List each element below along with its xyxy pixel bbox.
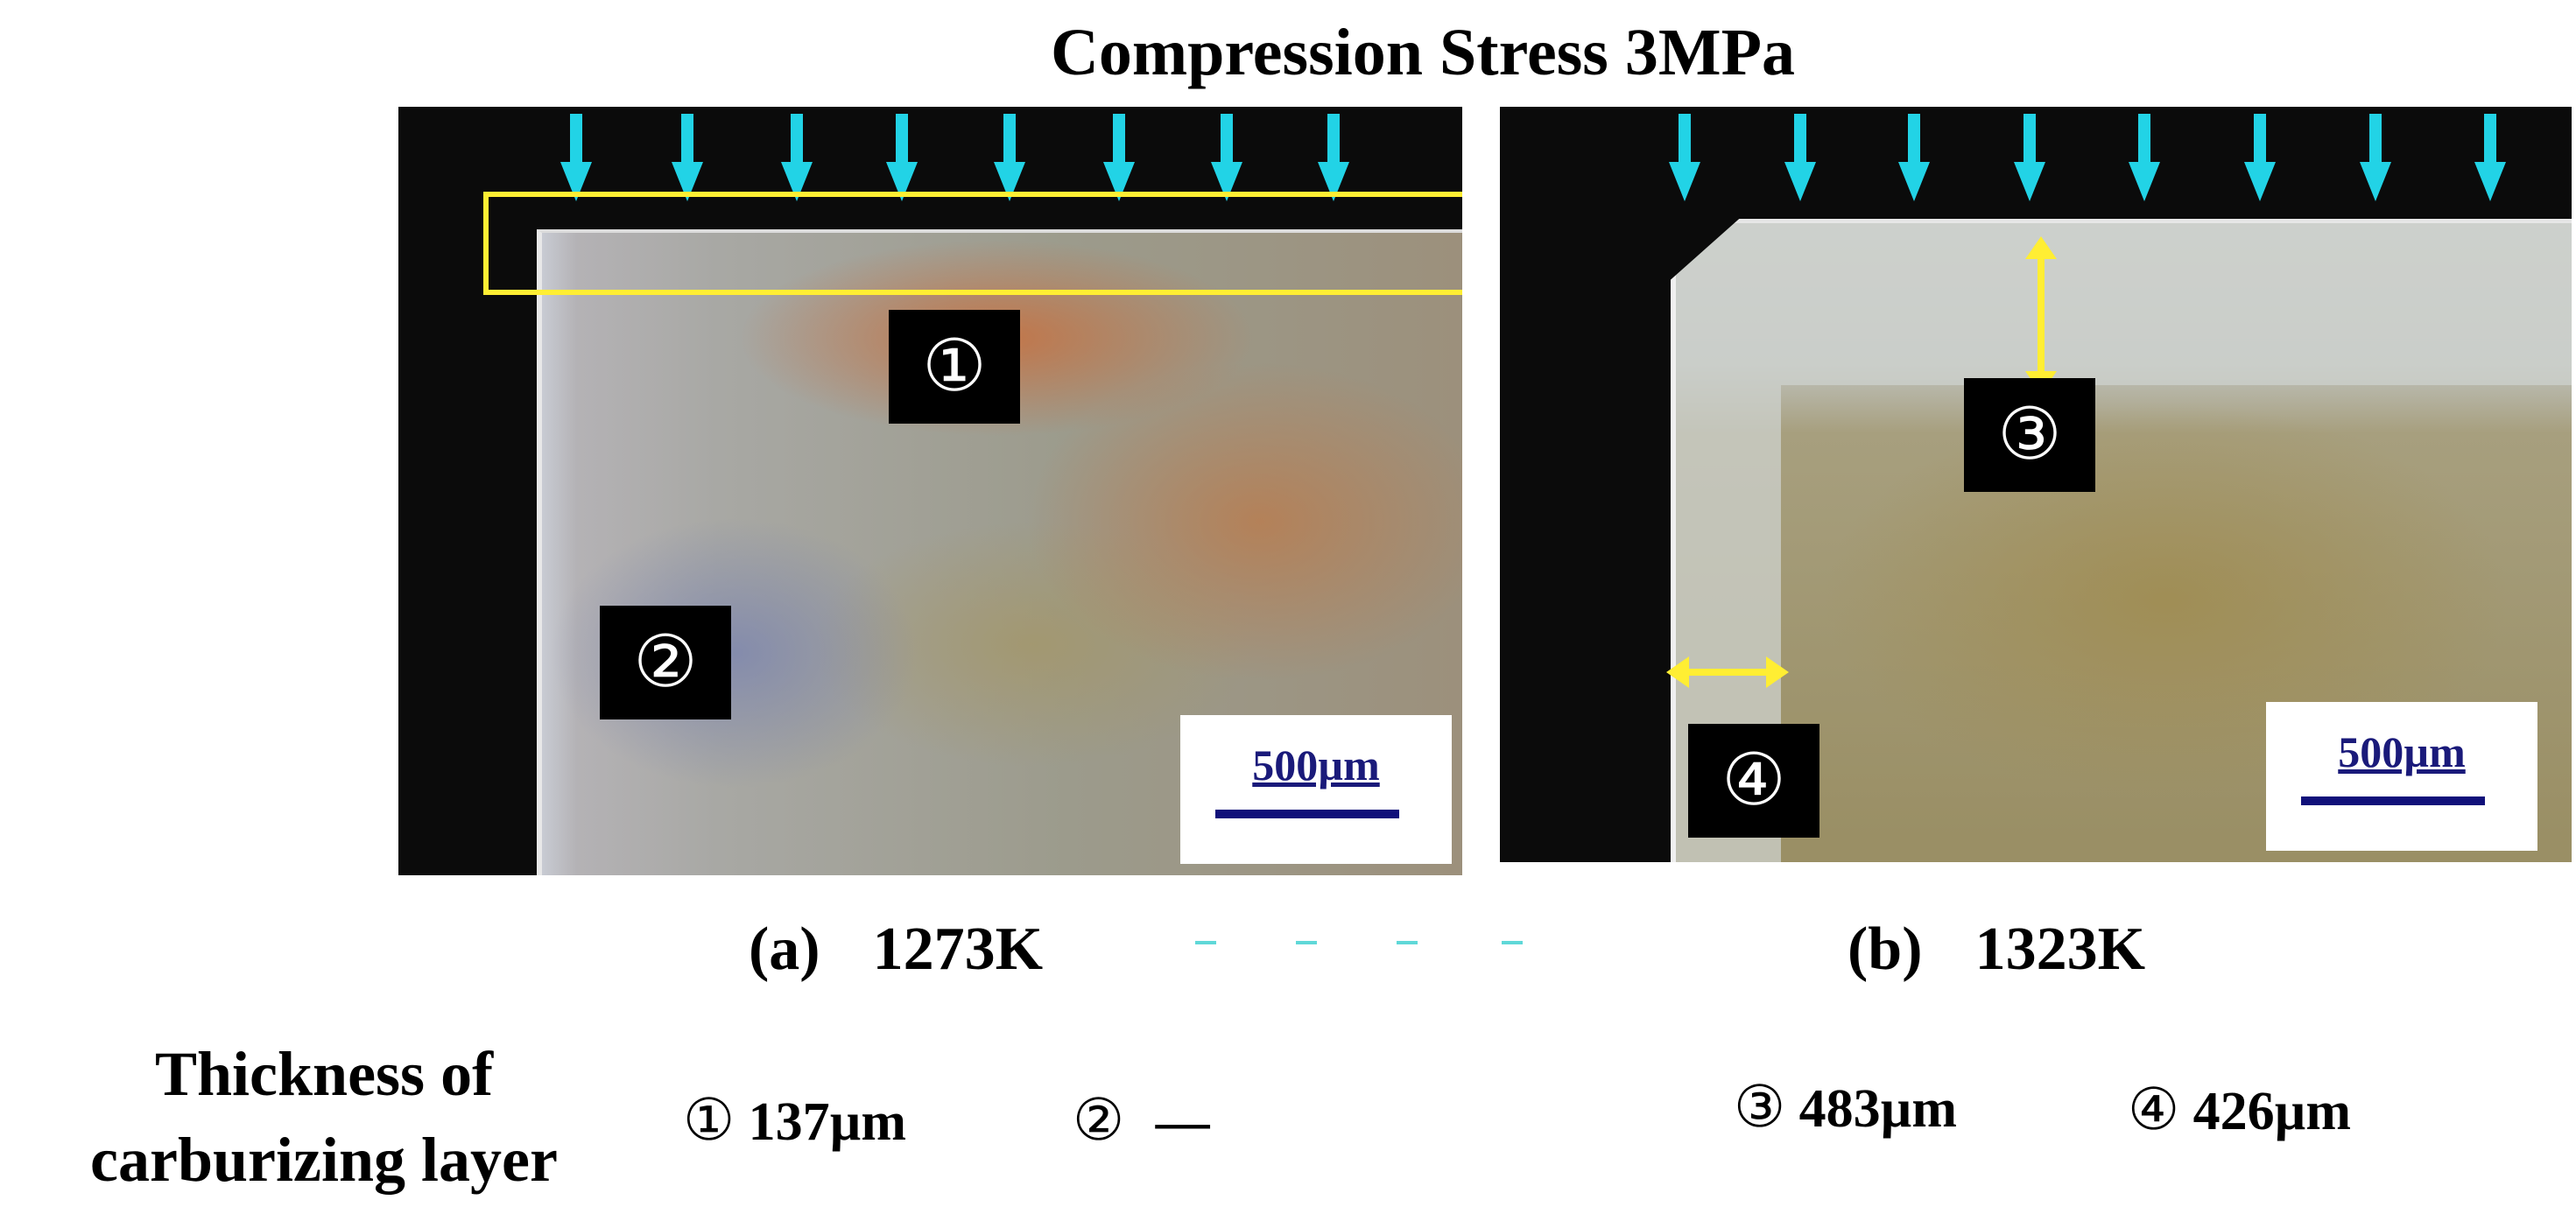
thickness-item-2: ② — bbox=[1073, 1085, 1210, 1157]
compression-arrow-icon bbox=[560, 114, 592, 206]
scale-bar-line bbox=[1215, 810, 1399, 818]
region-marker-3: ③ bbox=[1964, 378, 2095, 492]
marker-4-label: ④ bbox=[2128, 1076, 2180, 1143]
panel-a-temperature: 1273K bbox=[872, 916, 1044, 983]
panel-b-letter: (b) bbox=[1848, 916, 1923, 983]
panel-b-temperature: 1323K bbox=[1974, 916, 2146, 983]
scale-bar-label: 500µm bbox=[1252, 740, 1380, 789]
micrograph-panel-a: ① ② 500µm bbox=[398, 107, 1462, 875]
compression-arrow-icon bbox=[1898, 114, 1930, 206]
compression-arrow-icon bbox=[2014, 114, 2045, 206]
thickness-row-label: Thickness of carburizing layer bbox=[53, 1031, 595, 1203]
compression-arrow-icon bbox=[2360, 114, 2391, 206]
thickness-item-3: ③ 483µm bbox=[1734, 1072, 1957, 1144]
region-marker-2: ② bbox=[600, 606, 731, 719]
marker-3-label: ③ bbox=[1734, 1073, 1786, 1140]
figure-title: Compression Stress 3MPa bbox=[1050, 16, 1796, 89]
compression-arrow-icon bbox=[2244, 114, 2276, 206]
chamfer-corner bbox=[1666, 214, 1745, 284]
compression-arrow-icon bbox=[994, 114, 1025, 206]
dash-artifact bbox=[1397, 941, 1418, 944]
thickness-label-line1: Thickness of bbox=[154, 1039, 494, 1109]
specimen-cross-section-b bbox=[1671, 219, 2572, 862]
compression-arrow-icon bbox=[1669, 114, 1700, 206]
panel-a-caption: (a) 1273K bbox=[749, 910, 1043, 989]
compression-arrow-icon bbox=[1784, 114, 1816, 206]
thickness-arrow-horizontal-icon bbox=[1666, 655, 1789, 690]
compression-arrow-icon bbox=[672, 114, 703, 206]
marker-2-label: ② bbox=[1073, 1086, 1125, 1154]
panel-b-caption: (b) 1323K bbox=[1848, 910, 2145, 989]
scale-bar-line bbox=[2301, 796, 2485, 805]
compression-arrow-icon bbox=[886, 114, 918, 206]
scale-bar-a: 500µm bbox=[1180, 715, 1452, 864]
thickness-value-2: — bbox=[1155, 1092, 1210, 1152]
marker-1-label: ① bbox=[683, 1086, 735, 1154]
compression-arrow-icon bbox=[1318, 114, 1349, 206]
thickness-item-4: ④ 426µm bbox=[2128, 1075, 2351, 1147]
scale-bar-label: 500µm bbox=[2338, 727, 2466, 776]
surface-layer-highlight-box bbox=[483, 192, 1462, 295]
region-marker-4: ④ bbox=[1688, 724, 1819, 838]
compression-arrow-icon bbox=[2129, 114, 2160, 206]
thickness-value-1: 137µm bbox=[748, 1092, 907, 1152]
micrograph-panel-b: ③ ④ 500µm bbox=[1500, 107, 2572, 862]
scale-bar-b: 500µm bbox=[2266, 702, 2537, 851]
compression-arrow-icon bbox=[1211, 114, 1242, 206]
dash-artifact bbox=[1296, 941, 1317, 944]
compression-arrow-icon bbox=[1103, 114, 1135, 206]
region-marker-1: ① bbox=[889, 310, 1020, 424]
compression-arrow-icon bbox=[2474, 114, 2506, 206]
dash-artifact bbox=[1502, 941, 1523, 944]
thickness-value-4: 426µm bbox=[2192, 1082, 2352, 1141]
thickness-arrow-vertical-icon bbox=[2023, 236, 2059, 394]
dash-artifact bbox=[1195, 941, 1216, 944]
thickness-value-3: 483µm bbox=[1798, 1079, 1958, 1139]
thickness-label-line2: carburizing layer bbox=[90, 1125, 558, 1195]
compression-arrow-icon bbox=[781, 114, 813, 206]
thickness-item-1: ① 137µm bbox=[683, 1085, 906, 1157]
panel-a-letter: (a) bbox=[749, 916, 820, 983]
